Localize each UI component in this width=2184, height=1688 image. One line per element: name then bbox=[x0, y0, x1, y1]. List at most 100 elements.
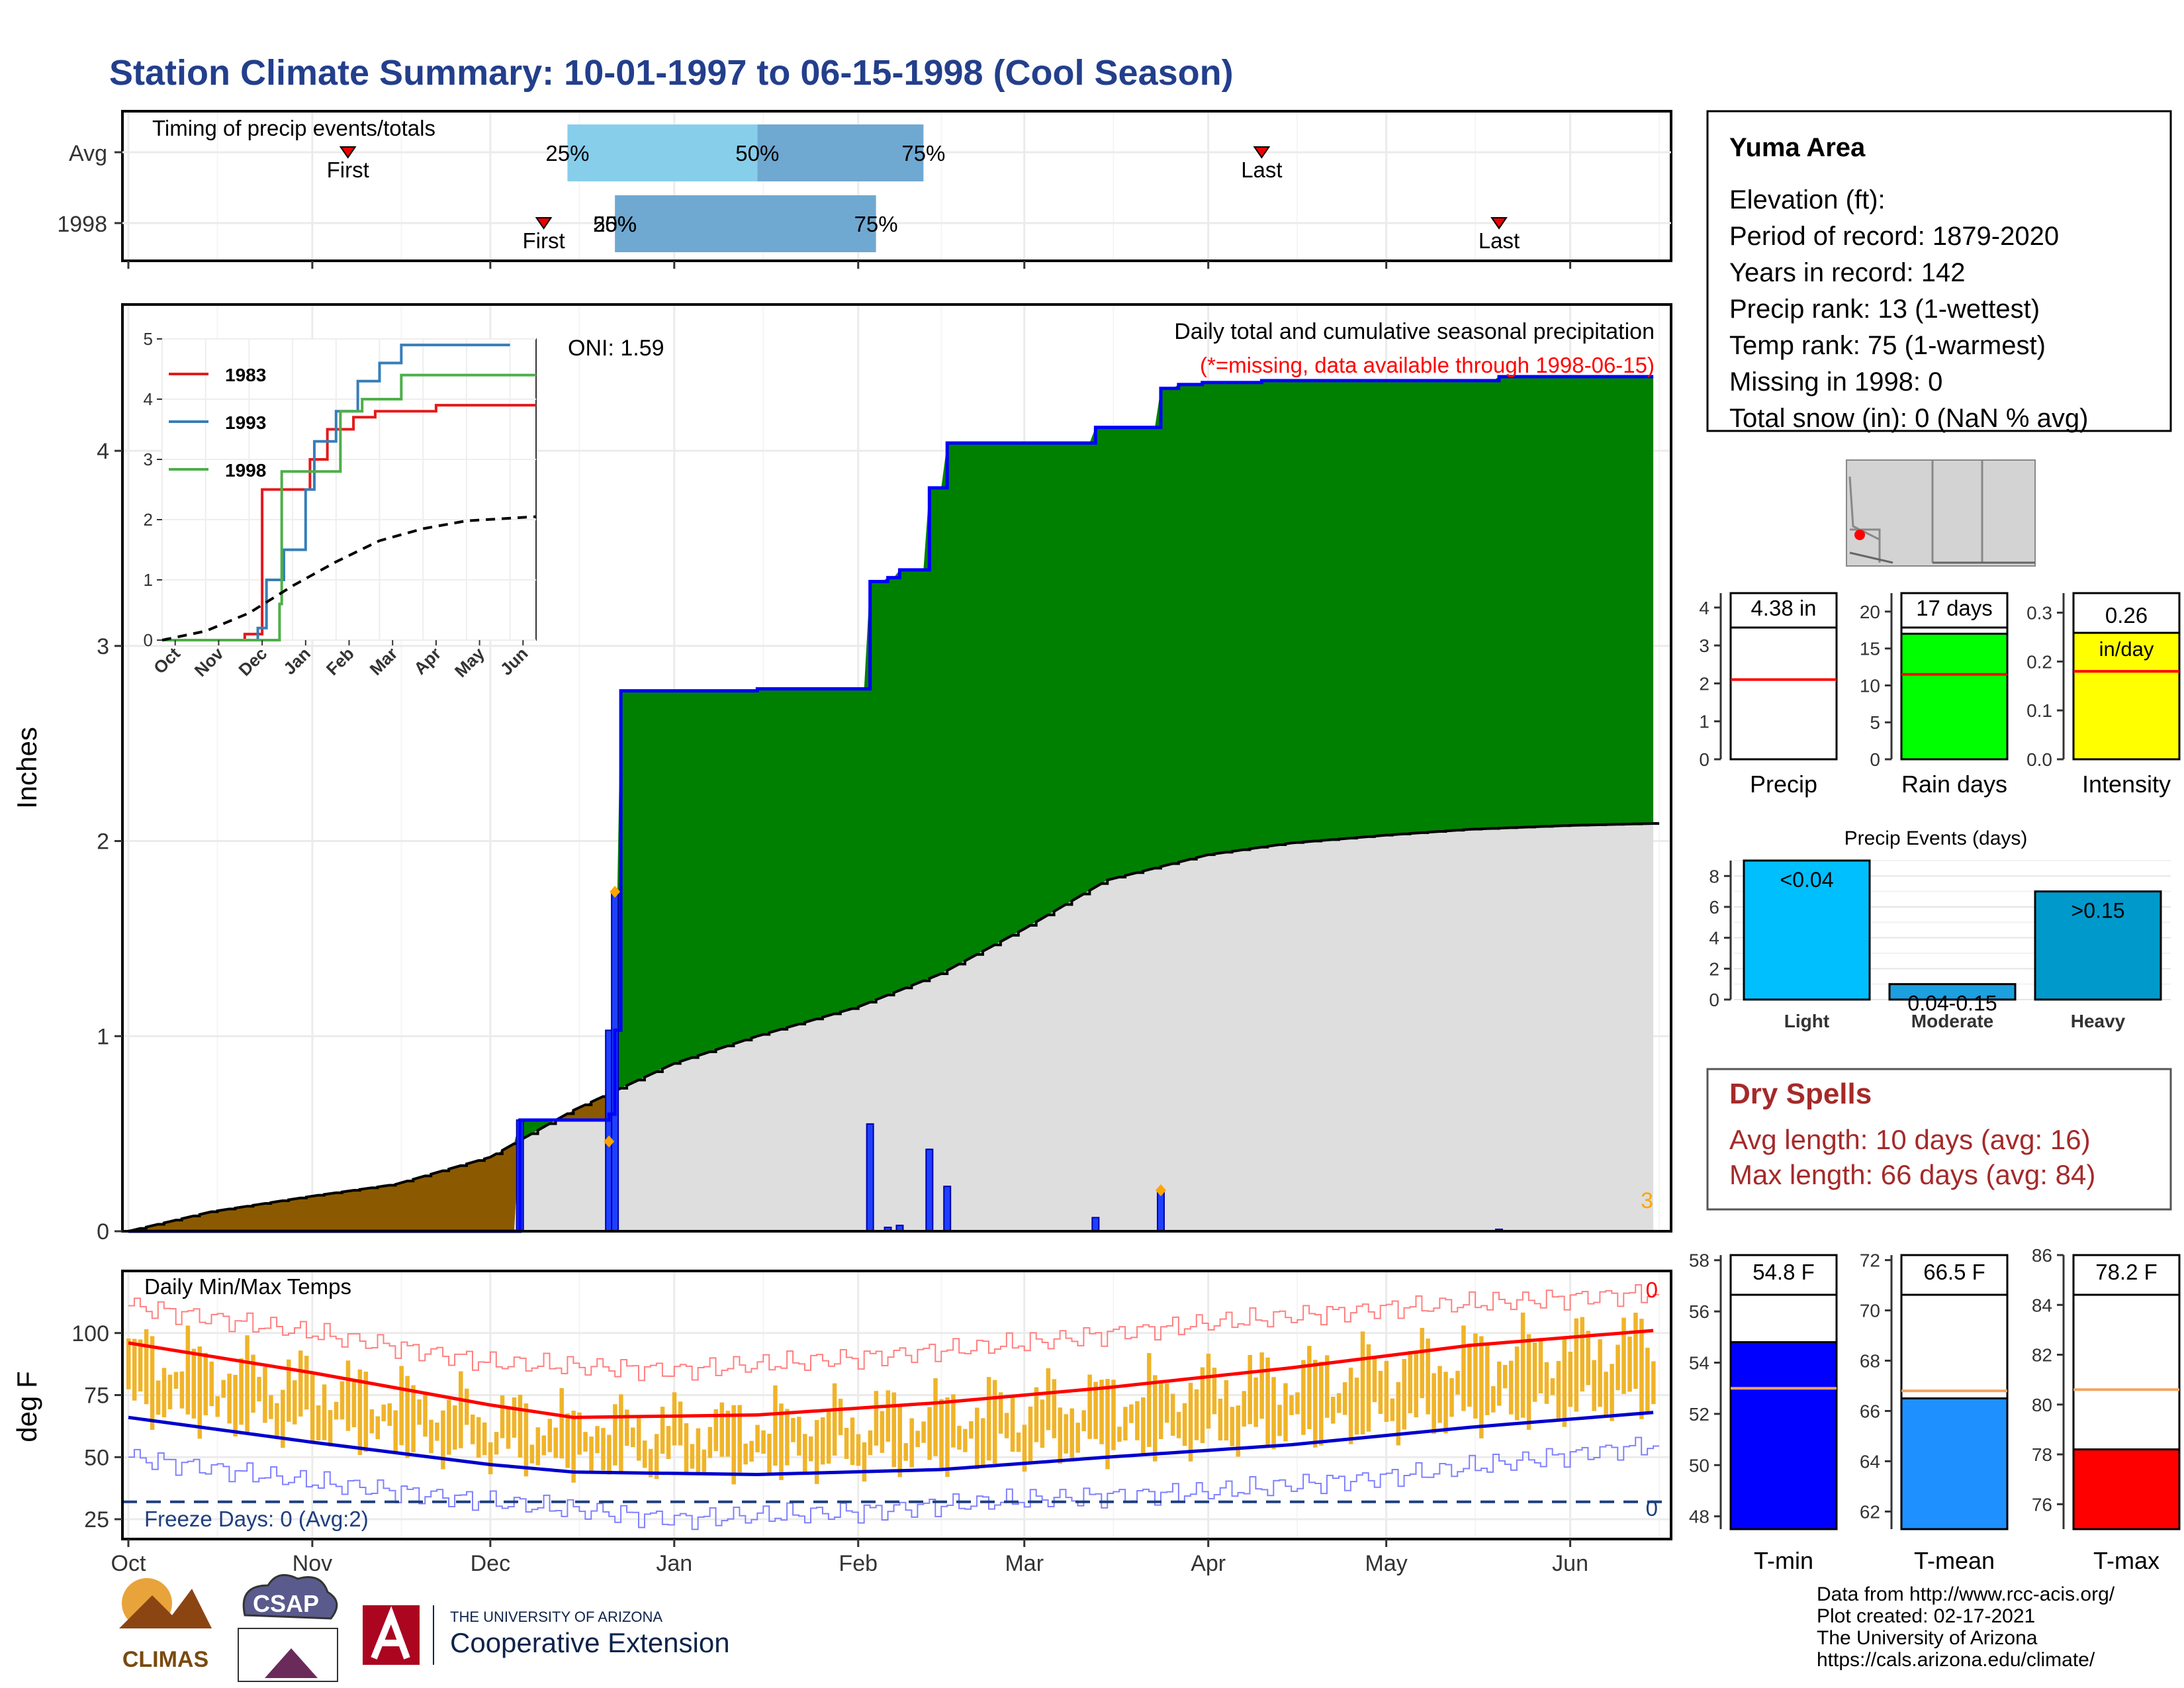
summary-value-bar bbox=[2072, 1448, 2181, 1530]
temp-daily-bar bbox=[1206, 1353, 1211, 1429]
temp-daily-bar bbox=[173, 1372, 179, 1389]
temp-daily-bar bbox=[613, 1404, 617, 1466]
temp-daily-bar bbox=[1117, 1427, 1122, 1442]
temp-daily-bar bbox=[1532, 1342, 1537, 1402]
timing-avg-first-marker bbox=[339, 146, 357, 159]
temp-daily-bar bbox=[1342, 1382, 1347, 1415]
inset-legend: 1983 1993 1998 bbox=[169, 365, 266, 481]
inset-legend-label-1983: 1983 bbox=[225, 365, 266, 385]
summary-y-tick-label: 56 bbox=[1689, 1301, 1709, 1322]
temp-daily-bar bbox=[1348, 1368, 1353, 1444]
month-x-tick-label: Jun bbox=[1552, 1551, 1588, 1576]
summary-value-bar bbox=[1900, 1397, 2009, 1530]
inset-y-axis: 0 1 2 3 4 5 bbox=[144, 329, 162, 650]
month-x-tick-label: Nov bbox=[293, 1551, 332, 1576]
temp-daily-bar bbox=[553, 1427, 558, 1458]
temp-daily-bar bbox=[1200, 1367, 1205, 1444]
temp-daily-bar bbox=[1485, 1342, 1490, 1415]
map-state-borders bbox=[1848, 460, 1983, 563]
temp-daily-bar bbox=[1627, 1336, 1632, 1392]
temp-daily-bar bbox=[447, 1399, 451, 1455]
station-name: Yuma Area bbox=[1729, 133, 1866, 162]
temp-daily-bar bbox=[375, 1416, 381, 1440]
temp-daily-bar bbox=[1170, 1393, 1175, 1436]
temp-daily-bar bbox=[690, 1444, 695, 1469]
dry-spells-avg-length: Avg length: 10 days (avg: 16) bbox=[1729, 1124, 2091, 1155]
temp-daily-bar bbox=[891, 1392, 897, 1468]
intensity-axis-label: Intensity bbox=[2082, 771, 2171, 798]
temp-daily-bar bbox=[577, 1412, 582, 1455]
temp-daily-bar bbox=[850, 1417, 855, 1466]
summary-y-tick-label: 10 bbox=[1860, 675, 1880, 696]
temp-daily-bar bbox=[1651, 1361, 1656, 1405]
temp-daily-bar bbox=[1016, 1432, 1021, 1452]
temperature-daily-range-bars bbox=[126, 1312, 1656, 1485]
rain-days-axis-label: Rain days bbox=[1901, 771, 2007, 798]
temp-daily-bar bbox=[209, 1361, 214, 1407]
temp-daily-bar bbox=[1040, 1399, 1045, 1448]
temp-daily-bar bbox=[725, 1411, 730, 1457]
temp-daily-bar bbox=[138, 1339, 143, 1392]
temp-daily-bar bbox=[660, 1407, 665, 1454]
temp-daily-bar bbox=[666, 1426, 671, 1459]
temp-daily-bar bbox=[126, 1338, 131, 1389]
temp-daily-bar bbox=[678, 1401, 683, 1446]
temp-daily-bar bbox=[500, 1395, 505, 1438]
temp-daily-bar bbox=[334, 1401, 339, 1420]
temp-daily-bar bbox=[809, 1436, 813, 1462]
temp-daily-bar bbox=[619, 1394, 623, 1474]
temp-daily-bar bbox=[345, 1360, 351, 1431]
summary-value-label-box bbox=[1729, 1254, 1838, 1296]
precip-panel-border bbox=[121, 303, 1672, 1233]
events-y-tick-label: 8 bbox=[1709, 866, 1719, 886]
temp-daily-bar bbox=[1242, 1391, 1246, 1427]
temp-daily-bar bbox=[820, 1417, 825, 1465]
summary-y-tick-label: 84 bbox=[2032, 1295, 2052, 1315]
temp-daily-bar bbox=[1230, 1407, 1235, 1446]
month-x-tick-label: Apr bbox=[1191, 1551, 1226, 1576]
temp-daily-bar bbox=[494, 1432, 499, 1455]
temp-daily-bar bbox=[1265, 1357, 1270, 1448]
summary-y-tick-label: 0.2 bbox=[2026, 651, 2052, 672]
temp-daily-bar bbox=[1022, 1425, 1027, 1472]
timing-row-1998: 1998 bbox=[57, 212, 107, 237]
inset-y-tick-label: 0 bbox=[144, 630, 153, 650]
station-location-marker bbox=[1854, 530, 1865, 540]
temp-daily-bar bbox=[1271, 1377, 1276, 1450]
precip-y-tick-label: 3 bbox=[97, 634, 109, 659]
events-y-tick-label: 6 bbox=[1709, 897, 1719, 917]
temp-daily-bar bbox=[1081, 1410, 1086, 1432]
temp-daily-bar bbox=[1182, 1403, 1187, 1446]
temp-daily-bar bbox=[986, 1377, 991, 1461]
temp-daily-bar bbox=[607, 1434, 612, 1475]
temp-daily-bar bbox=[696, 1428, 701, 1473]
temp-daily-bar bbox=[648, 1448, 653, 1477]
temp-daily-bar bbox=[1105, 1379, 1110, 1470]
temp-daily-bar bbox=[1449, 1378, 1454, 1417]
info-line-elevation: Elevation (ft): bbox=[1729, 185, 1886, 214]
inset-y-tick-label: 3 bbox=[144, 449, 153, 469]
temp-daily-bar bbox=[1248, 1354, 1252, 1425]
temp-daily-bar bbox=[357, 1369, 363, 1456]
record-high-count: 0 bbox=[1646, 1278, 1658, 1302]
climas-logo-text: CLIMAS bbox=[122, 1647, 208, 1672]
temp-daily-bar bbox=[814, 1420, 819, 1484]
temp-daily-bar bbox=[755, 1425, 760, 1452]
precip-surplus-area bbox=[128, 377, 1654, 1231]
temp-daily-bar bbox=[251, 1354, 255, 1413]
temp-daily-bar bbox=[565, 1413, 570, 1468]
summary-value-label-box bbox=[2072, 1254, 2181, 1296]
temp-daily-bar bbox=[707, 1427, 713, 1458]
map-border-line bbox=[1849, 551, 2035, 564]
temperature-panel-label: Daily Min/Max Temps bbox=[144, 1274, 351, 1299]
temp-daily-bar bbox=[713, 1409, 719, 1452]
climas-logo: CLIMAS bbox=[119, 1578, 212, 1672]
summary-y-tick-label: 80 bbox=[2032, 1395, 2052, 1415]
events-bar-moderate bbox=[1888, 983, 2017, 1001]
temp-daily-bar bbox=[625, 1409, 629, 1446]
temp-daily-bar bbox=[399, 1366, 404, 1446]
temp-daily-bar bbox=[1075, 1423, 1080, 1453]
inset-line-average bbox=[161, 515, 537, 641]
temp-daily-bar bbox=[351, 1379, 357, 1428]
temp-daily-bar bbox=[945, 1397, 950, 1477]
